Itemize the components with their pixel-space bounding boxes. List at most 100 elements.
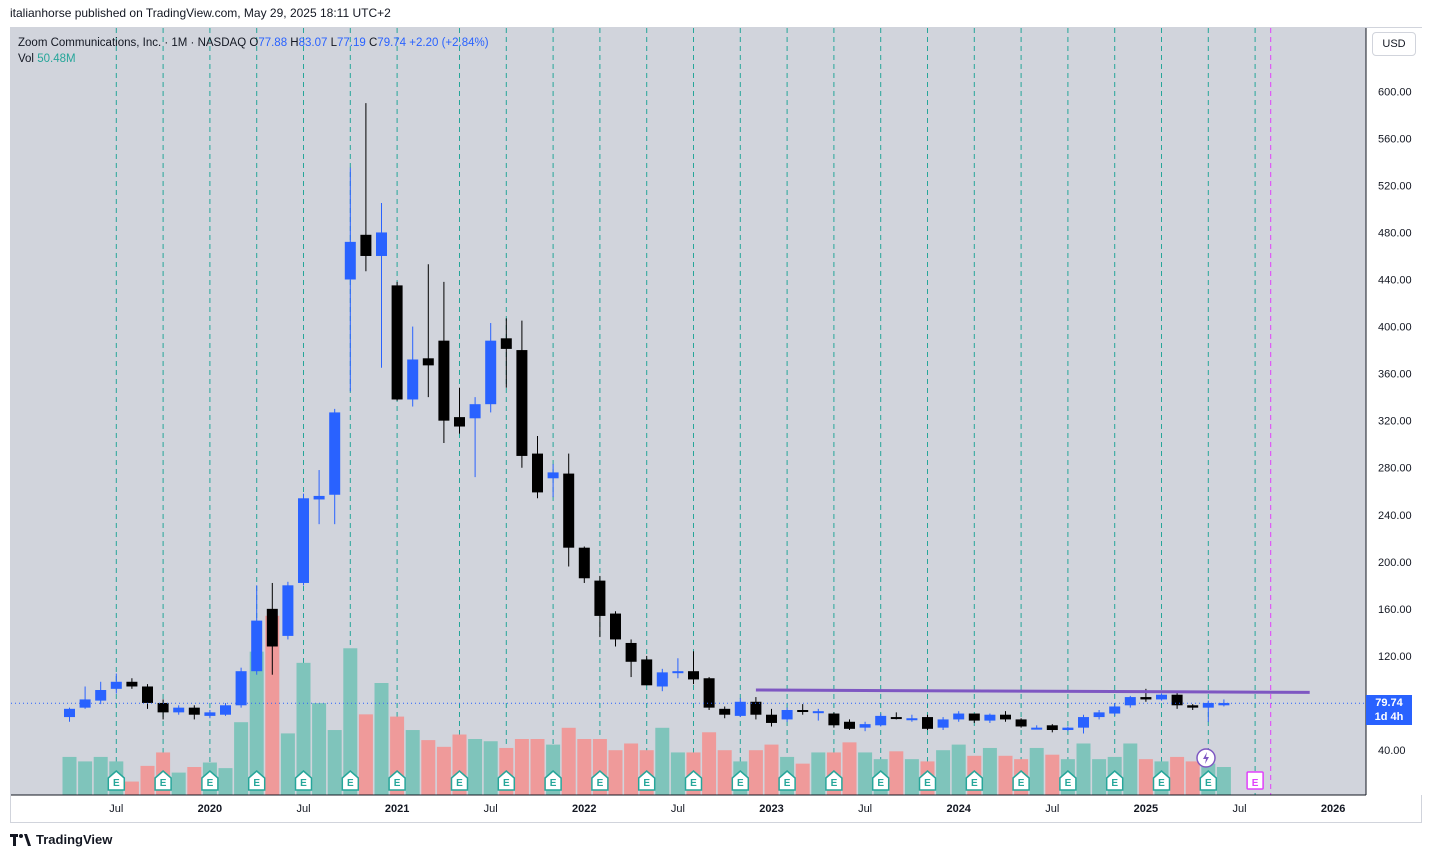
price-tick-label: 120.00 [1378,651,1412,663]
candle-body [1015,719,1027,727]
close-value: 79.74 [377,37,407,49]
candle-body [422,358,434,366]
time-tick-label: 2025 [1134,803,1158,815]
candle-body [516,350,528,456]
price-axis-labels: 40.00 120.00 160.00 200.00 240.00 280.00 320.0… [1378,86,1412,757]
candle-body [968,713,980,721]
volume-bar [171,772,186,795]
volume-bar [748,750,763,795]
candle-body [688,671,699,680]
tradingview-logo-icon [10,833,31,846]
earnings-marker: E [450,770,469,791]
candle-body [734,701,746,716]
earnings-badge [825,770,843,791]
candle-body [1078,717,1089,728]
volume-bar [312,703,327,795]
tradingview-logo[interactable]: TradingView [10,832,112,847]
candle-body [641,659,653,686]
footer-brand: TradingView [36,832,113,847]
earnings-letter: E [737,778,744,789]
time-tick-label: Jul [858,803,872,815]
price-tick-label: 400.00 [1378,322,1412,334]
symbol-label[interactable]: Zoom Communications, Inc. · 1M · NASDAQ [18,37,247,49]
resistance-line [755,688,1310,694]
price-tick-label: 360.00 [1378,369,1412,381]
volume-bar [124,781,139,795]
earnings-letter: E [597,778,604,789]
candle-body [95,690,107,701]
candle-body [703,678,715,708]
candle-body [625,642,637,662]
publisher-line: italianhorse published on TradingView.co… [10,6,391,20]
volume-bar [670,752,685,795]
candle-body [376,232,387,256]
earnings-marker: E [1012,770,1030,791]
high-value: 83.07 [298,37,328,49]
volume-bar [218,768,233,795]
last-price-tag: 79.74 1d 4h [1366,695,1412,725]
volume-bar [1185,761,1200,795]
price-tick-label: 200.00 [1378,557,1412,569]
volume-bar [795,763,810,795]
candle-body [438,340,450,421]
earnings-badge [778,770,796,791]
month-grid [115,28,1272,795]
earnings-letter: E [300,778,307,789]
currency-button[interactable]: USD [1372,32,1416,56]
earnings-marker: E [637,770,656,791]
volume-bar [936,750,951,795]
volume-bar [1123,743,1138,795]
open-label: O [249,37,259,49]
volume-bar [1045,754,1060,795]
candle-body [251,620,263,672]
candle-body [344,241,356,280]
earnings-letter: E [503,778,510,789]
candle-body [984,714,996,721]
volume-bar [1216,767,1231,795]
volume-bar [78,761,93,795]
earnings-marker: E [965,770,984,791]
volume-bar [374,683,389,795]
time-axis-labels: Jul 2020 Jul 2021 Jul 2022 Jul 2023 Jul 2024 Jul 20… [109,803,1345,815]
candle-body [454,417,465,427]
volume-bar [982,747,997,795]
candle-body [220,705,231,715]
earnings-badge [1199,770,1218,791]
earnings-marker: E [1152,770,1171,791]
earnings-marker: E [918,770,937,791]
earnings-letter: E [550,778,557,789]
earnings-badge [294,770,313,791]
earnings-letter: E [877,778,884,789]
volume-bar [530,739,545,795]
earnings-marker: E [294,770,313,791]
earnings-badge [1105,770,1124,791]
volume-bar [405,730,420,795]
earnings-marker: E [825,770,843,791]
earnings-marker: E [871,770,890,791]
volume-bar [483,741,498,795]
candle-body [594,580,606,616]
volume-bar [358,714,373,795]
overlays [11,688,1366,768]
lightning-icon [1203,752,1209,764]
candle-body [188,707,200,715]
candle-body [656,672,668,687]
candle-body [391,285,403,400]
volume-bar [998,755,1013,795]
volume-bar [436,746,451,795]
earnings-marker: E [778,770,796,791]
price-tick-label: 280.00 [1378,463,1412,475]
high-label: H [290,37,299,49]
time-tick-label: Jul [296,803,310,815]
earnings-marker: E [341,770,360,791]
earnings-badge [450,770,469,791]
volume-bar [249,651,264,795]
volume-bar [265,615,280,795]
bar-countdown: 1d 4h [1374,711,1404,723]
candle-body [500,338,512,349]
price-tick-label: 600.00 [1378,86,1412,98]
earnings-badge [388,770,406,791]
candle-body [859,724,871,728]
